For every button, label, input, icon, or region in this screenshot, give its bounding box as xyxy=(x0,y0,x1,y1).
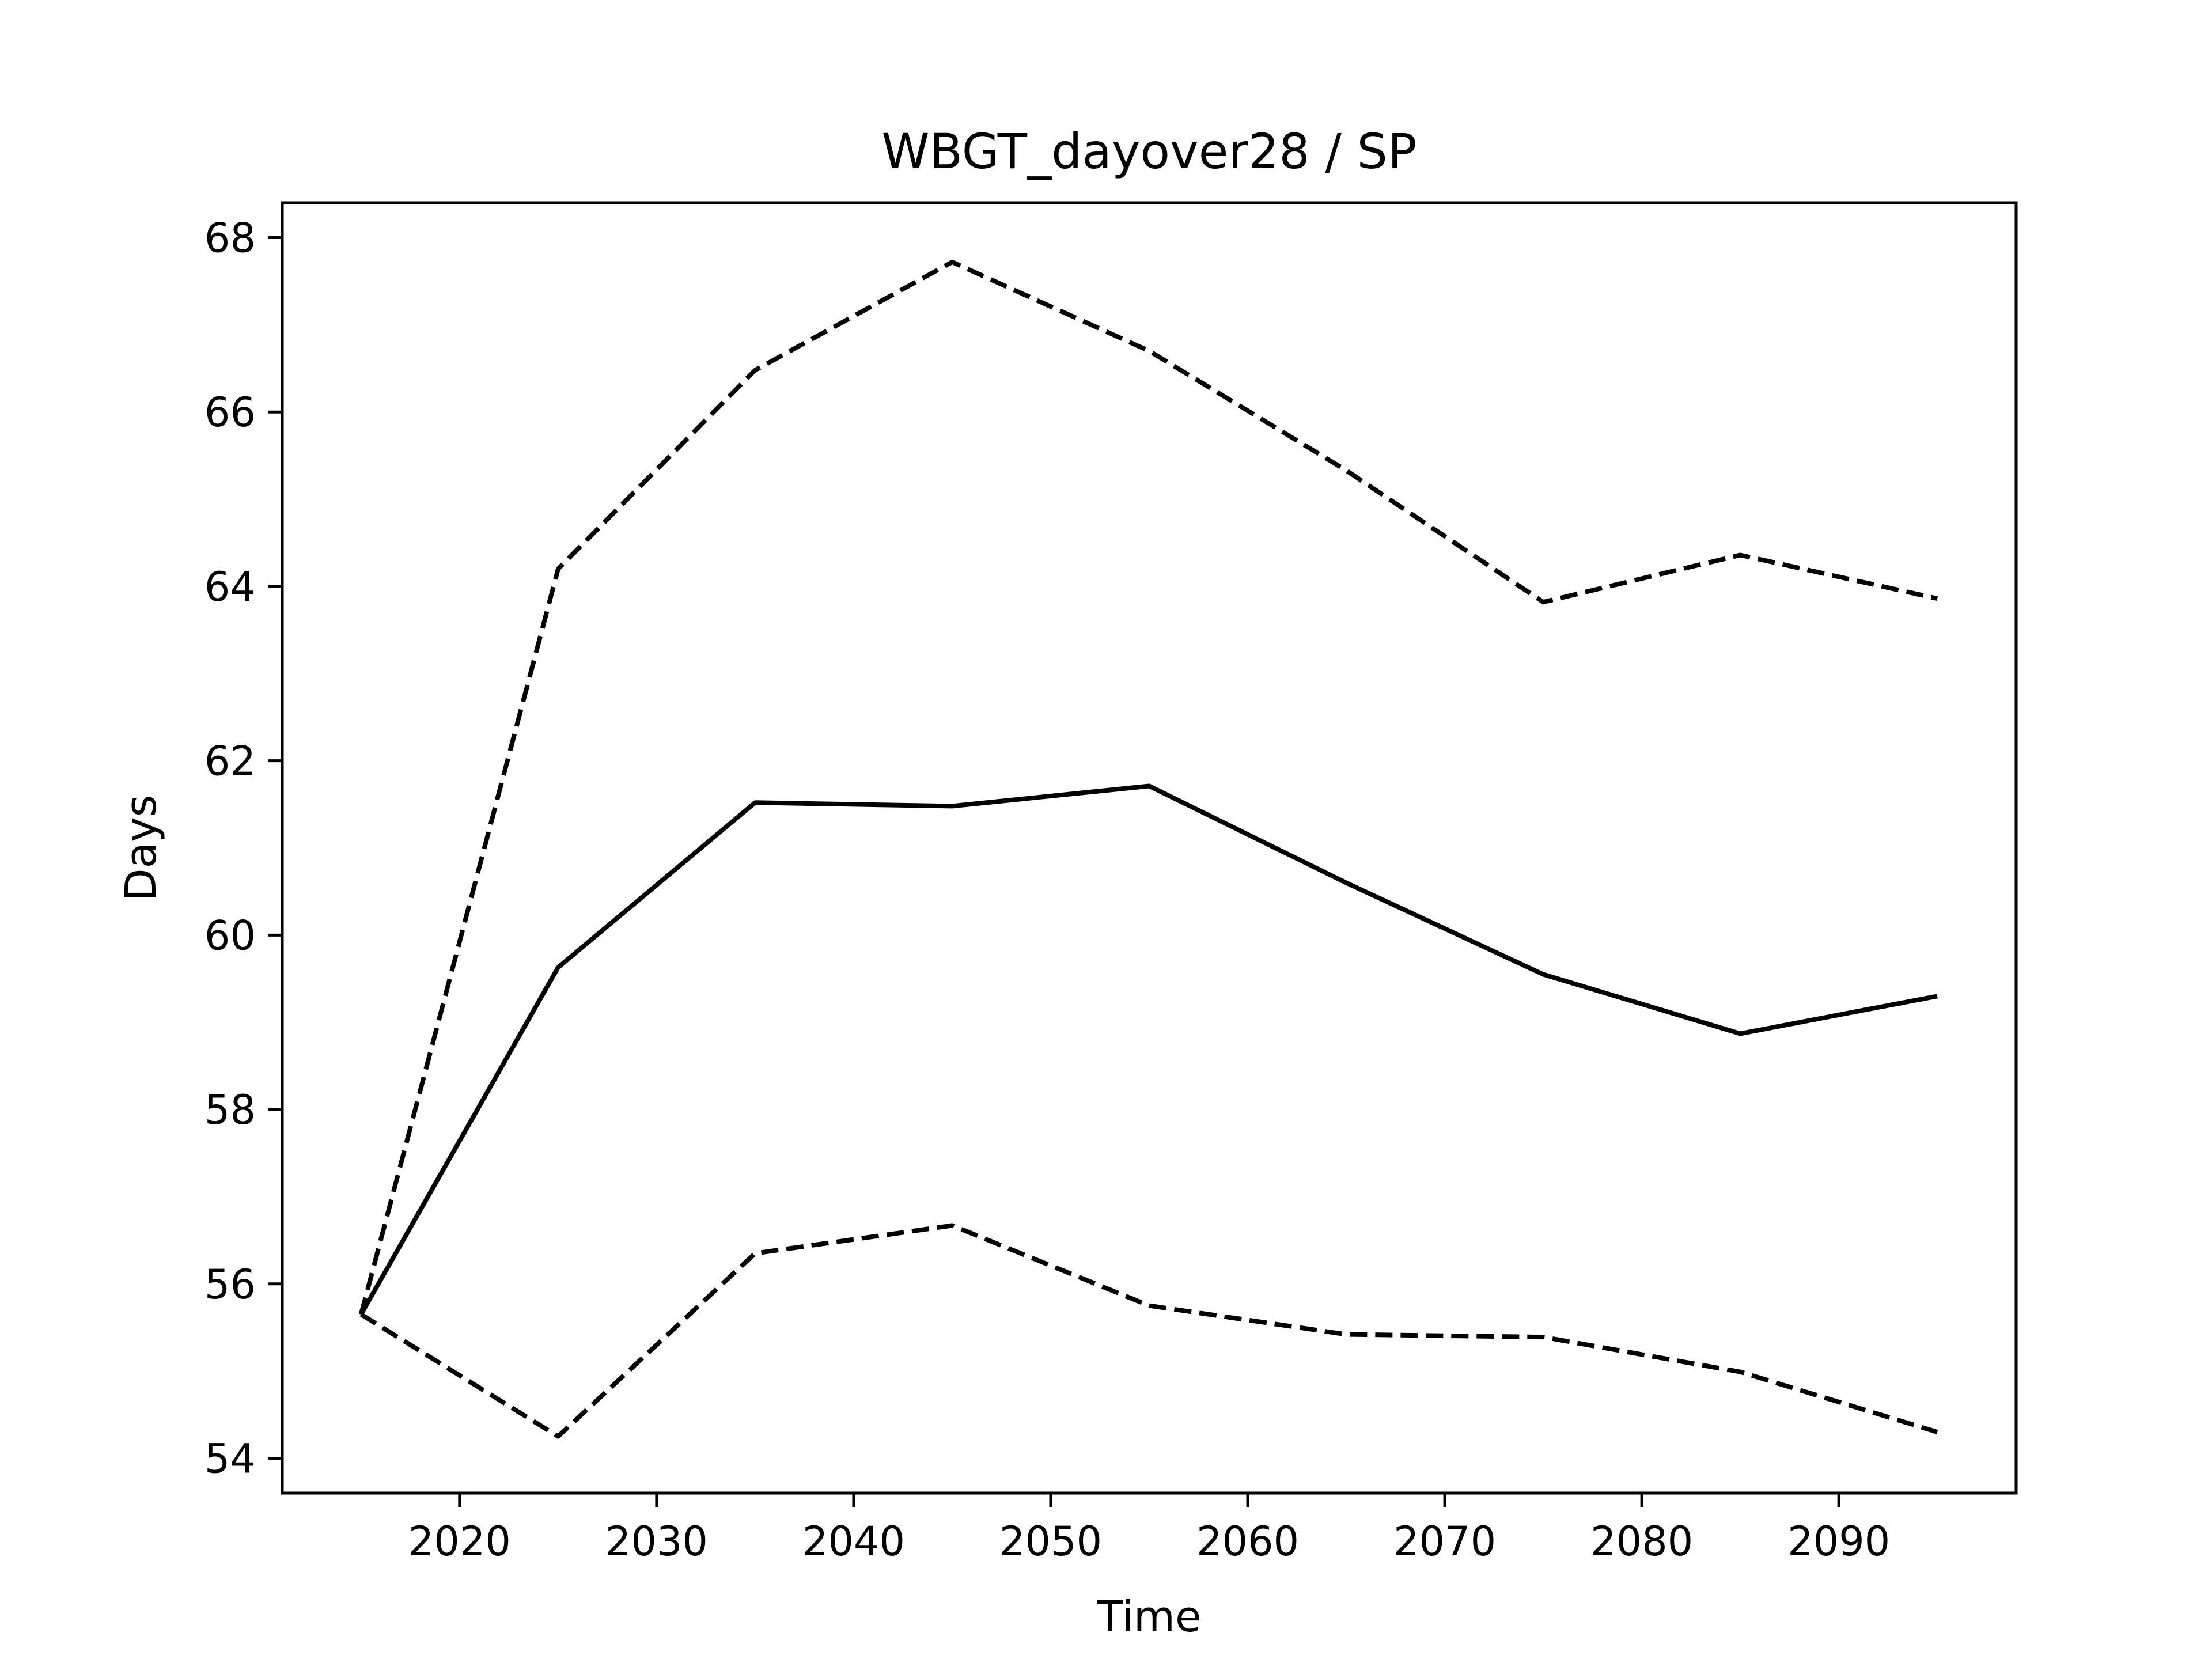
x-tick-label-2080: 2080 xyxy=(1590,1518,1693,1565)
y-tick-label-64: 64 xyxy=(204,563,256,611)
y-axis-label: Days xyxy=(116,795,166,902)
x-axis-label: Time xyxy=(1096,1592,1201,1642)
series-line-1 xyxy=(359,783,1938,1316)
plot-area-frame xyxy=(281,201,2018,1495)
x-tick-label-2070: 2070 xyxy=(1393,1518,1496,1565)
x-tick-label-2060: 2060 xyxy=(1196,1518,1299,1565)
series-line-3 xyxy=(359,1223,1938,1439)
y-tick-label-60: 60 xyxy=(204,912,256,959)
series-layer xyxy=(358,259,1938,1439)
x-tick-label-2050: 2050 xyxy=(999,1518,1102,1565)
x-tick-label-2040: 2040 xyxy=(802,1518,905,1565)
y-tick-label-68: 68 xyxy=(204,215,256,262)
ticks-layer: 2020 2030 2040 2050 2060 2070 2080 2090 54 56 58 60… xyxy=(204,215,1890,1565)
chart-title: WBGT_dayover28 / SP xyxy=(881,123,1416,180)
y-tick-label-66: 66 xyxy=(204,389,256,436)
y-tick-label-54: 54 xyxy=(204,1435,256,1482)
x-tick-label-2090: 2090 xyxy=(1787,1518,1890,1565)
x-tick-label-2030: 2030 xyxy=(605,1518,708,1565)
y-tick-label-58: 58 xyxy=(204,1086,256,1134)
x-tick-label-2020: 2020 xyxy=(408,1518,511,1565)
y-tick-label-62: 62 xyxy=(204,738,256,785)
series-line-2 xyxy=(358,259,1938,1315)
y-tick-label-56: 56 xyxy=(204,1261,256,1308)
